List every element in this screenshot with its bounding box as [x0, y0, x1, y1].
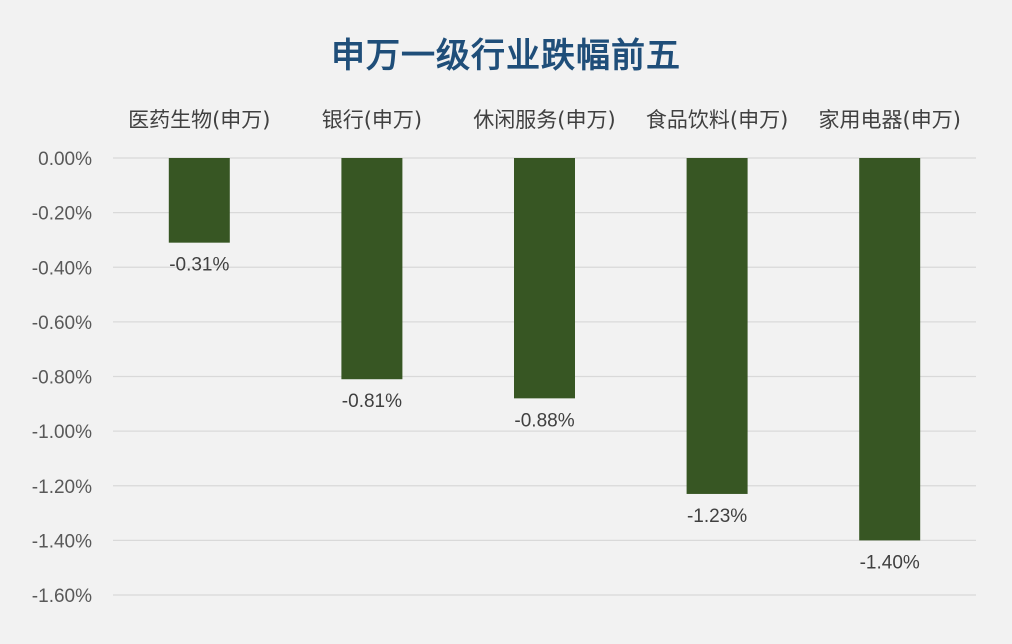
category-label: 食品饮料(申万)	[646, 108, 788, 132]
data-label: -0.31%	[169, 255, 229, 276]
category-labels: 医药生物(申万) 银行(申万) 休闲服务(申万) 食品饮料(申万) 家用电器(申万)	[128, 108, 961, 132]
y-tick-label: -1.00%	[32, 422, 92, 443]
bar	[859, 158, 921, 541]
bar	[341, 158, 403, 380]
y-tick-label: -0.60%	[32, 313, 92, 334]
chart-title: 申万一级行业跌幅前五	[331, 36, 681, 76]
y-tick-label: -0.80%	[32, 368, 92, 389]
y-tick-label: -1.60%	[32, 586, 92, 607]
data-label: -0.81%	[342, 391, 402, 412]
y-tick-label: -1.20%	[32, 477, 92, 498]
data-label: -0.88%	[514, 410, 574, 431]
data-label: -1.23%	[687, 506, 747, 527]
data-label: -1.40%	[860, 552, 920, 573]
category-label: 医药生物(申万)	[128, 108, 270, 132]
y-tick-label: -0.40%	[32, 258, 92, 279]
y-tick-label: -0.20%	[32, 204, 92, 225]
bar	[168, 158, 230, 243]
bar	[514, 158, 575, 399]
y-tick-label: 0.00%	[38, 149, 92, 170]
y-tick-label: -1.40%	[32, 531, 92, 552]
bar	[686, 158, 748, 494]
category-label: 家用电器(申万)	[819, 108, 961, 132]
category-label: 休闲服务(申万)	[473, 108, 615, 132]
category-label: 银行(申万)	[322, 108, 422, 132]
data-labels: -0.31% -0.81% -0.88% -1.23% -1.40%	[169, 255, 920, 574]
y-axis-tick-labels: 0.00% -0.20% -0.40% -0.60% -0.80% -1.00% -1.20…	[32, 149, 92, 607]
bars	[168, 158, 921, 541]
